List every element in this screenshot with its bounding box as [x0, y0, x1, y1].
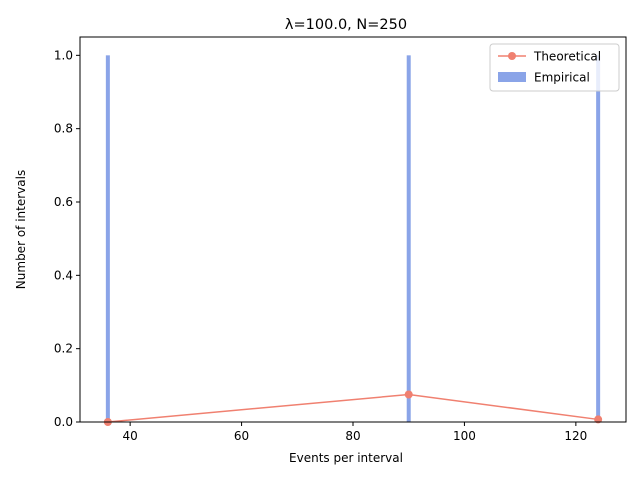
x-tick-label: 80: [345, 429, 360, 443]
legend-empirical-swatch: [498, 72, 526, 82]
x-axis: 40 60 80 100 120: [123, 422, 587, 443]
bars-layer: [105, 55, 601, 422]
plot-frame: [79, 36, 627, 423]
y-tick-label: 0.6: [54, 195, 73, 209]
empirical-bar: [406, 55, 411, 422]
theoretical-line: [107, 393, 599, 423]
y-tick-label: 0.0: [54, 415, 73, 429]
theoretical-point: [404, 390, 413, 399]
x-axis-label: Events per interval: [289, 451, 403, 465]
empirical-bar: [105, 55, 110, 422]
legend-theoretical-label: Theoretical: [533, 50, 601, 64]
y-tick-label: 1.0: [54, 48, 73, 62]
y-tick-label: 0.4: [54, 268, 73, 282]
legend-empirical-label: Empirical: [534, 71, 590, 85]
legend-theoretical-marker: [508, 52, 516, 60]
x-tick-label: 60: [234, 429, 249, 443]
chart-title: λ=100.0, N=250: [285, 17, 407, 33]
x-tick-label: 120: [564, 429, 587, 443]
x-tick-label: 100: [453, 429, 476, 443]
y-axis: 0.0 0.2 0.4 0.6 0.8 1.0: [54, 48, 80, 429]
y-axis-label: Number of intervals: [14, 170, 28, 289]
line-layer: [103, 390, 603, 426]
x-tick-label: 40: [123, 429, 138, 443]
legend: Theoretical Empirical: [489, 43, 620, 92]
theoretical-point: [594, 415, 603, 424]
y-tick-label: 0.8: [54, 122, 73, 136]
y-tick-label: 0.2: [54, 342, 73, 356]
empirical-bar: [596, 55, 601, 422]
